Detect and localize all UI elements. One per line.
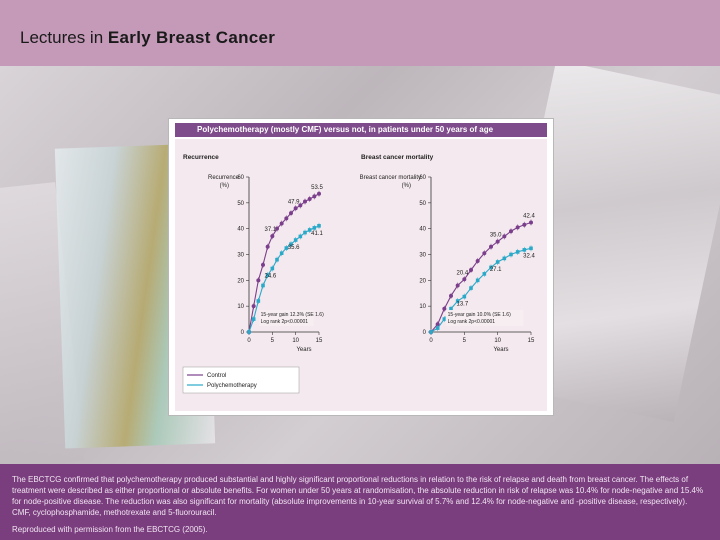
series-line — [248, 225, 320, 333]
data-label: 13.7 — [456, 302, 468, 308]
chart-title: Recurrence — [183, 154, 219, 161]
chart-title: Breast cancer mortality — [361, 154, 434, 161]
figure-panel: Polychemotherapy (mostly CMF) versus not… — [168, 118, 554, 416]
y-tick-label: 10 — [237, 304, 244, 310]
x-tick-label: 0 — [247, 338, 251, 344]
series-line — [430, 221, 532, 333]
gain-annotation: 15-year gain 10.0% (SE 1.6) — [448, 312, 511, 318]
legend-label: Control — [207, 373, 226, 379]
series-line — [248, 193, 320, 333]
x-axis-label: Years — [296, 347, 311, 353]
x-tick-label: 0 — [429, 338, 433, 344]
data-label: 35.0 — [490, 233, 502, 239]
data-label: 27.1 — [490, 267, 502, 273]
annotation-box — [259, 310, 314, 327]
data-label: 24.6 — [264, 273, 276, 279]
y-tick-label: 20 — [237, 278, 244, 284]
y-tick-label: 30 — [237, 253, 244, 259]
logrank-annotation: Log rank 2p<0.00001 — [448, 319, 496, 325]
x-tick-label: 5 — [271, 338, 275, 344]
data-label: 47.9 — [288, 199, 300, 205]
y-tick-label: 60 — [419, 175, 426, 181]
y-tick-label: 50 — [419, 201, 426, 207]
y-tick-label: 0 — [241, 330, 245, 336]
figure-inner: Recurrence Recurrence (%) 0 10 20 30 40 50 60 0 5 10… — [175, 139, 547, 411]
data-label: 37.1 — [264, 227, 276, 233]
y-tick-label: 40 — [237, 227, 244, 233]
x-axis-label: Years — [493, 347, 508, 353]
y-axis-label: Breast cancer mortality — [360, 175, 421, 181]
y-axis-label: Recurrence — [208, 175, 240, 181]
x-tick-label: 10 — [494, 338, 501, 344]
legend-box — [182, 366, 300, 394]
footer-caption-area: The EBCTCG confirmed that polychemothera… — [0, 464, 720, 540]
y-tick-label: 60 — [237, 175, 244, 181]
footer-caption: The EBCTCG confirmed that polychemothera… — [12, 475, 704, 517]
annotation-box — [445, 310, 524, 327]
data-label: 20.4 — [456, 270, 468, 276]
data-label: 42.4 — [523, 213, 535, 219]
gain-annotation: 15-year gain 12.3% (SE 1.6) — [261, 312, 324, 318]
x-tick-label: 15 — [528, 338, 535, 344]
y-axis-label: (%) — [220, 183, 229, 189]
y-axis-label: (%) — [402, 183, 411, 189]
figure-banner: Polychemotherapy (mostly CMF) versus not… — [175, 123, 547, 137]
footer-credit: Reproduced with permission from the EBCT… — [12, 525, 208, 534]
x-tick-label: 10 — [292, 338, 299, 344]
y-tick-label: 0 — [423, 330, 427, 336]
y-tick-label: 20 — [419, 278, 426, 284]
page-title: Lectures in Early Breast Cancer — [20, 28, 275, 48]
data-label: 35.6 — [288, 245, 300, 251]
data-label: 53.5 — [311, 185, 323, 191]
title-main: Early Breast Cancer — [107, 28, 276, 47]
data-label: 32.4 — [523, 253, 535, 259]
y-tick-label: 30 — [419, 253, 426, 259]
y-tick-label: 40 — [419, 227, 426, 233]
title-prefix: Lectures in — [20, 28, 104, 47]
header-bar: Lectures in Early Breast Cancer — [0, 0, 720, 66]
legend-label: Polychemotherapy — [207, 383, 257, 389]
y-tick-label: 50 — [237, 201, 244, 207]
logrank-annotation: Log rank 2p<0.00001 — [261, 319, 309, 325]
y-tick-label: 10 — [419, 304, 426, 310]
data-label: 41.1 — [311, 231, 323, 237]
x-tick-label: 5 — [463, 338, 467, 344]
x-tick-label: 15 — [316, 338, 323, 344]
